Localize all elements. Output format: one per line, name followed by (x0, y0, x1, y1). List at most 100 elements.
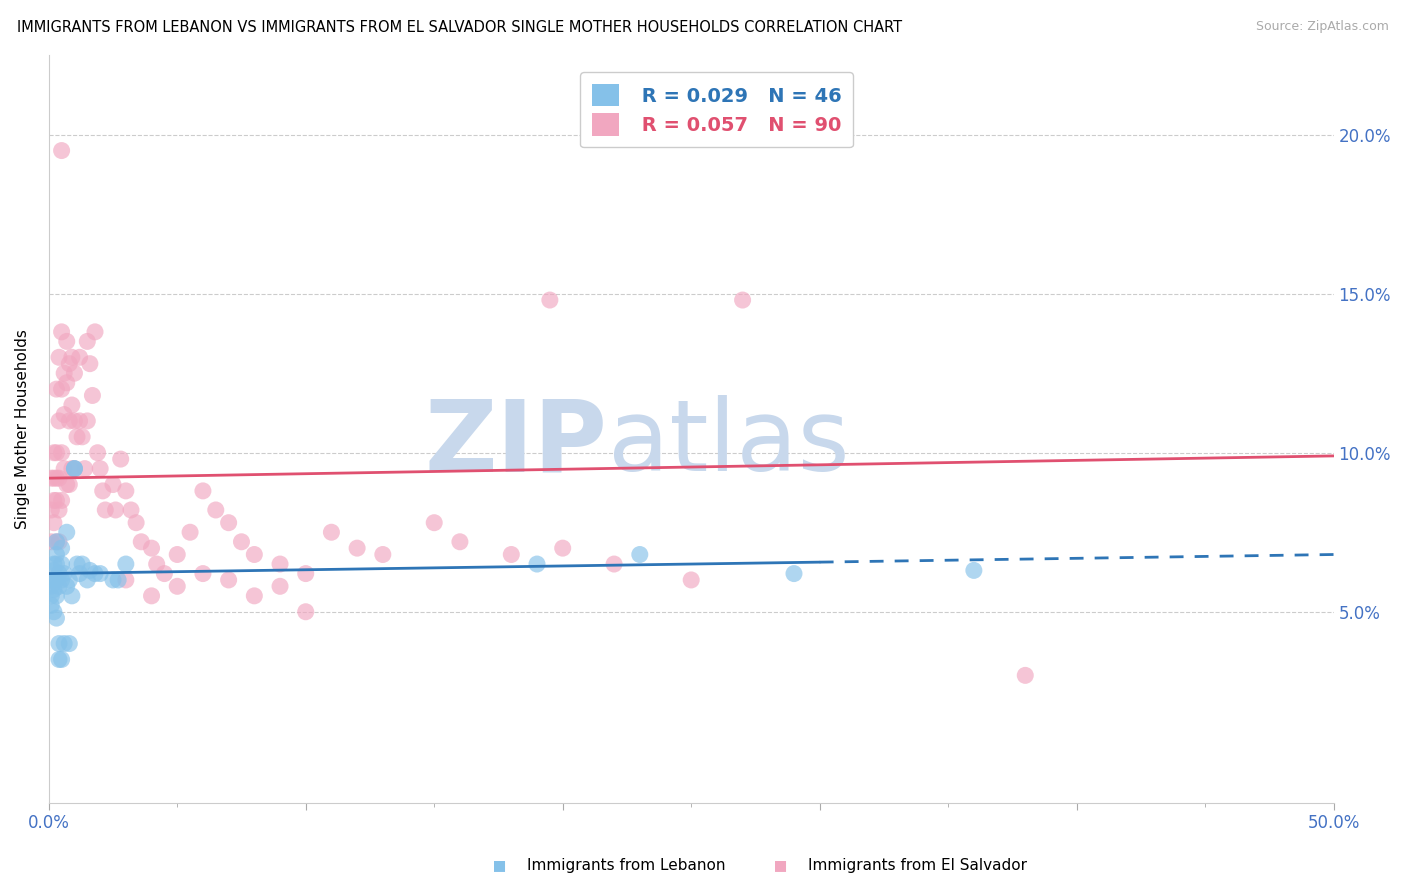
Point (141, 541, 163, 556)
Point (501, 548, 523, 562)
Point (115, 573, 138, 587)
Point (218, 573, 240, 587)
Text: Immigrants from Lebanon: Immigrants from Lebanon (527, 858, 725, 872)
Point (321, 525, 343, 540)
Point (55, 334, 77, 349)
Point (45, 493, 67, 508)
Point (60, 351, 83, 365)
Point (79, 357, 101, 371)
Point (60, 461, 83, 475)
Point (41, 573, 63, 587)
Point (115, 483, 138, 498)
Point (48, 503, 70, 517)
Point (48, 652, 70, 666)
Point (166, 579, 188, 593)
Point (45, 534, 67, 549)
Point (731, 293, 754, 307)
Point (41, 534, 63, 549)
Point (48, 566, 70, 581)
Point (51, 557, 73, 571)
Point (41, 579, 63, 593)
Point (269, 557, 291, 571)
Point (45, 589, 67, 603)
Point (58, 414, 80, 428)
Point (551, 541, 574, 556)
Point (58, 477, 80, 491)
Point (191, 566, 214, 581)
Point (89, 566, 111, 581)
Point (681, 573, 703, 587)
Point (191, 483, 214, 498)
Point (51, 541, 73, 556)
Point (101, 573, 124, 587)
Point (76, 414, 98, 428)
Point (204, 503, 226, 517)
Point (120, 503, 142, 517)
Point (269, 579, 291, 593)
Point (48, 636, 70, 650)
Point (45, 471, 67, 485)
Point (48, 351, 70, 365)
Point (41, 589, 63, 603)
Point (963, 563, 986, 577)
Point (69, 351, 91, 365)
Point (69, 414, 91, 428)
Point (58, 357, 80, 371)
Point (48, 534, 70, 549)
Point (66, 430, 89, 444)
Point (45, 446, 67, 460)
Point (76, 334, 98, 349)
Point (63, 461, 86, 475)
Point (51, 382, 73, 396)
Point (58, 573, 80, 587)
Legend:  R = 0.029   N = 46,  R = 0.057   N = 90: R = 0.029 N = 46, R = 0.057 N = 90 (581, 72, 853, 147)
Point (783, 566, 806, 581)
Point (94, 503, 117, 517)
Point (55, 376, 77, 390)
Point (60, 589, 83, 603)
Point (449, 534, 471, 549)
Point (55, 525, 77, 540)
Point (243, 548, 266, 562)
Point (42, 557, 65, 571)
Point (55, 579, 77, 593)
Point (42, 582, 65, 597)
Point (42, 605, 65, 619)
Point (603, 557, 626, 571)
Point (53, 408, 76, 422)
Point (45, 573, 67, 587)
Point (51, 652, 73, 666)
Y-axis label: Single Mother Households: Single Mother Households (15, 329, 30, 529)
Point (42, 573, 65, 587)
Text: ZIP: ZIP (425, 395, 607, 492)
Point (82, 388, 104, 402)
Point (70, 430, 93, 444)
Point (129, 534, 152, 549)
Point (41, 599, 63, 613)
Point (69, 566, 91, 581)
Point (141, 589, 163, 603)
Point (63, 461, 86, 475)
Point (53, 566, 76, 581)
Point (526, 557, 548, 571)
Text: Immigrants from El Salvador: Immigrants from El Salvador (808, 858, 1028, 872)
Point (42, 471, 65, 485)
Text: ▪: ▪ (492, 855, 506, 875)
Point (63, 414, 86, 428)
Point (91, 483, 114, 498)
Point (48, 579, 70, 593)
Point (89, 461, 111, 475)
Point (628, 548, 651, 562)
Point (84, 566, 107, 581)
Point (294, 605, 316, 619)
Point (45, 548, 67, 562)
Text: Source: ZipAtlas.com: Source: ZipAtlas.com (1256, 20, 1389, 33)
Point (243, 589, 266, 603)
Text: ▪: ▪ (773, 855, 787, 875)
Point (79, 563, 101, 577)
Point (179, 525, 201, 540)
Point (231, 534, 253, 549)
Point (346, 541, 368, 556)
Point (41, 503, 63, 517)
Point (51, 446, 73, 460)
